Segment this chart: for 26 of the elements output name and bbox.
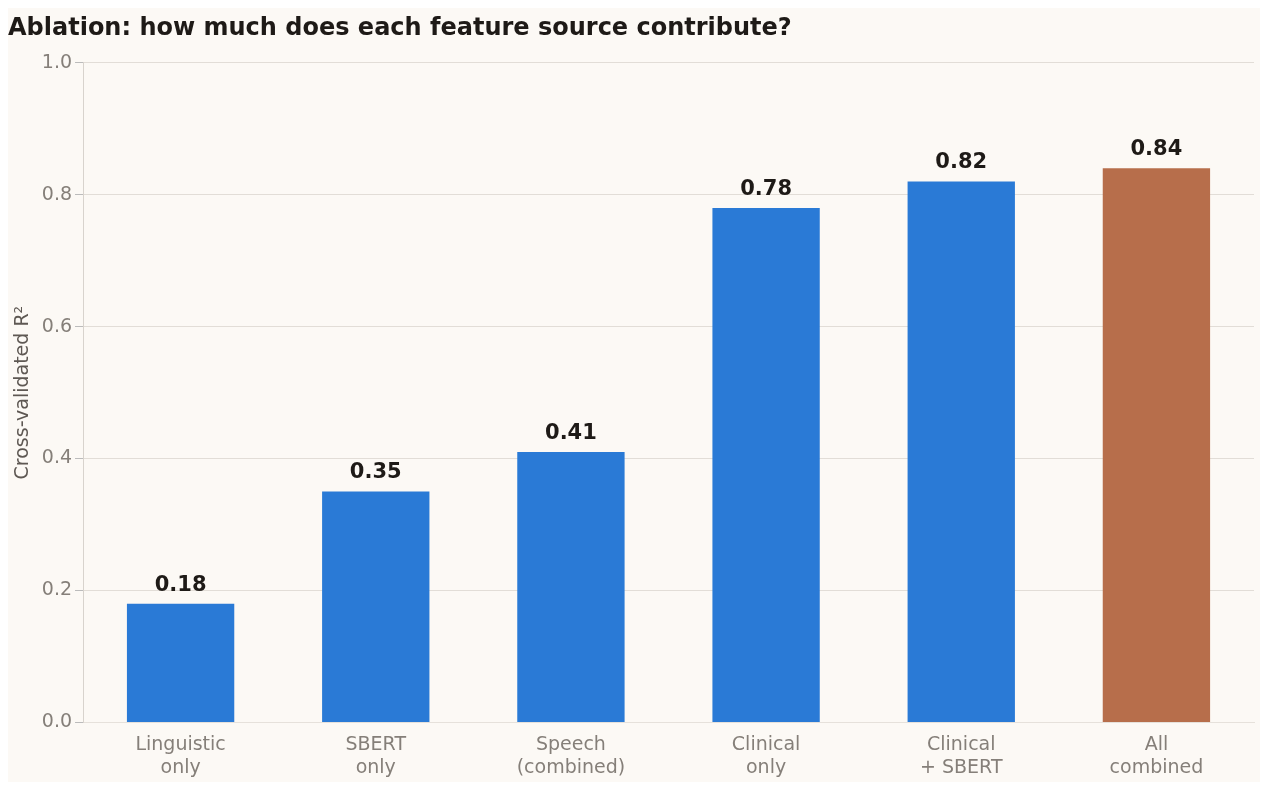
y-tick-label: 0.8 xyxy=(41,181,73,204)
y-tick-label: 0.4 xyxy=(41,445,73,468)
y-tick-label: 1.0 xyxy=(41,49,73,72)
y-tick-label: 0.0 xyxy=(41,709,73,732)
x-tick-label: Clinical + SBERT xyxy=(920,731,1003,777)
y-tick-label: 0.2 xyxy=(41,577,73,600)
bar xyxy=(322,491,430,722)
x-tick-label: Speech (combined) xyxy=(516,731,626,777)
bar xyxy=(517,451,625,722)
bar xyxy=(126,603,235,722)
x-tick-label: All combined xyxy=(1109,731,1204,777)
y-axis-title: Cross-validated R² xyxy=(10,305,33,480)
x-tick-label: Linguistic only xyxy=(135,731,226,777)
chart-title: Ablation: how much does each feature source contribute? xyxy=(8,12,792,41)
data-label: 0.84 xyxy=(1130,136,1183,161)
data-label: 0.82 xyxy=(935,149,988,174)
data-label: 0.78 xyxy=(740,175,792,200)
y-tick-label: 0.6 xyxy=(41,313,73,336)
x-tick-label: Clinical only xyxy=(731,731,801,777)
data-label: 0.41 xyxy=(545,419,597,444)
x-tick-label: SBERT only xyxy=(345,731,407,777)
bar xyxy=(712,207,820,722)
bar xyxy=(907,181,1015,722)
data-label: 0.35 xyxy=(349,459,402,484)
bar xyxy=(1102,168,1211,722)
data-label: 0.18 xyxy=(154,571,207,596)
